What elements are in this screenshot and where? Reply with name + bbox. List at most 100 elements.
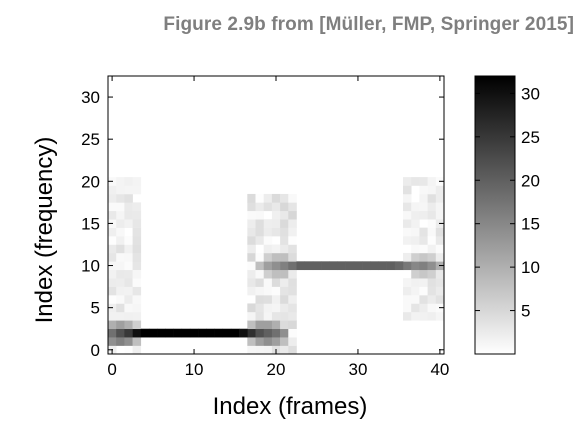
heatmap-cell — [247, 320, 256, 330]
heatmap-cell — [288, 286, 297, 296]
heatmap-cell — [108, 286, 117, 296]
heatmap-cell — [222, 328, 232, 338]
heatmap-cell — [427, 202, 437, 212]
y-tick-label: 25 — [81, 130, 100, 149]
heatmap-cell — [435, 311, 445, 321]
heatmap-cell — [411, 311, 420, 321]
heatmap-cell — [427, 303, 437, 313]
heatmap-cell — [132, 210, 142, 220]
heatmap-cell — [271, 210, 281, 220]
heatmap-cell — [419, 269, 428, 279]
heatmap-cell — [263, 236, 273, 245]
heatmap-cell — [132, 252, 142, 262]
heatmap-cell — [411, 252, 420, 262]
heatmap-cell — [288, 328, 297, 338]
heatmap-cell — [165, 328, 174, 338]
heatmap-cell — [403, 286, 412, 296]
heatmap-cell — [435, 227, 445, 237]
heatmap-cell — [288, 219, 297, 228]
heatmap-cell — [288, 244, 297, 254]
heatmap-cell — [263, 303, 273, 313]
heatmap-cell — [288, 202, 297, 212]
heatmap-cell — [271, 269, 281, 279]
heatmap-cell — [116, 227, 125, 237]
heatmap-cell — [419, 193, 428, 203]
heatmap-cell — [288, 269, 297, 279]
heatmap-cell — [255, 337, 265, 346]
heatmap-cell — [411, 269, 420, 279]
heatmap-cell — [427, 177, 437, 186]
heatmap-cell — [271, 286, 281, 296]
heatmap-cell — [419, 295, 428, 304]
heatmap-cell — [247, 303, 256, 313]
colorbar-tick-label: 15 — [521, 215, 540, 234]
heatmap-cell — [255, 236, 265, 245]
y-tick-label: 10 — [81, 257, 100, 276]
colorbar-tick-label: 25 — [521, 128, 540, 147]
heatmap-cell — [255, 202, 265, 212]
heatmap-cell — [280, 193, 289, 203]
heatmap-cell — [116, 219, 125, 228]
heatmap-cell — [435, 286, 445, 296]
heatmap-cell — [271, 278, 281, 287]
heatmap-cell — [288, 193, 297, 203]
heatmap-cell — [271, 320, 281, 330]
heatmap-cell — [288, 337, 297, 346]
heatmap-cell — [132, 269, 142, 279]
heatmap-cell — [132, 311, 142, 321]
heatmap-cell — [435, 210, 445, 220]
heatmap-cell — [288, 303, 297, 313]
heatmap-cell — [288, 210, 297, 220]
y-axis-label: Index (frequency) — [31, 137, 58, 324]
heatmap-cell — [280, 252, 289, 262]
heatmap-cell — [132, 345, 142, 355]
heatmap-cell — [116, 295, 125, 304]
heatmap-cell — [435, 185, 445, 195]
heatmap-cell — [427, 278, 437, 287]
heatmap-cell — [419, 202, 428, 212]
heatmap-cell — [124, 345, 133, 355]
heatmap-cell — [132, 236, 142, 245]
heatmap-cell — [108, 210, 117, 220]
colorbar-gradient — [475, 76, 515, 354]
heatmap-cell — [116, 202, 125, 212]
heatmap-cell — [427, 311, 437, 321]
heatmap-cell — [435, 278, 445, 287]
heatmap-cell — [108, 328, 117, 338]
heatmap-cell — [263, 345, 273, 355]
heatmap-cell — [271, 252, 281, 262]
heatmap-cell — [132, 286, 142, 296]
heatmap-cell — [419, 252, 428, 262]
heatmap-cell — [280, 320, 289, 330]
heatmap-cell — [124, 337, 133, 346]
heatmap-cell — [132, 185, 142, 195]
heatmap-cell — [419, 185, 428, 195]
colorbar-tick-label: 30 — [521, 84, 540, 103]
heatmap-cell — [124, 177, 133, 186]
x-tick-label: 30 — [348, 360, 367, 379]
heatmap-cell — [124, 244, 133, 254]
heatmap-cell — [271, 303, 281, 313]
heatmap-cell — [247, 286, 256, 296]
heatmap-cell — [108, 227, 117, 237]
heatmap-cell — [427, 185, 437, 195]
heatmap-cell — [427, 252, 437, 262]
heatmap-cell — [280, 202, 289, 212]
heatmap-cell — [124, 261, 133, 271]
heatmap-cell — [403, 278, 412, 287]
heatmap-cell — [124, 210, 133, 220]
heatmap-cell — [288, 278, 297, 287]
heatmap-cell — [108, 295, 117, 304]
heatmap-cell — [108, 244, 117, 254]
heatmap-cell — [108, 202, 117, 212]
heatmap-cell — [411, 303, 420, 313]
heatmap-cell — [255, 210, 265, 220]
heatmap-cell — [132, 303, 142, 313]
y-tick-label: 15 — [81, 214, 100, 233]
heatmap-cell — [403, 177, 412, 186]
heatmap-cell — [419, 278, 428, 287]
y-tick-label: 5 — [91, 299, 100, 318]
heatmap-cell — [288, 295, 297, 304]
